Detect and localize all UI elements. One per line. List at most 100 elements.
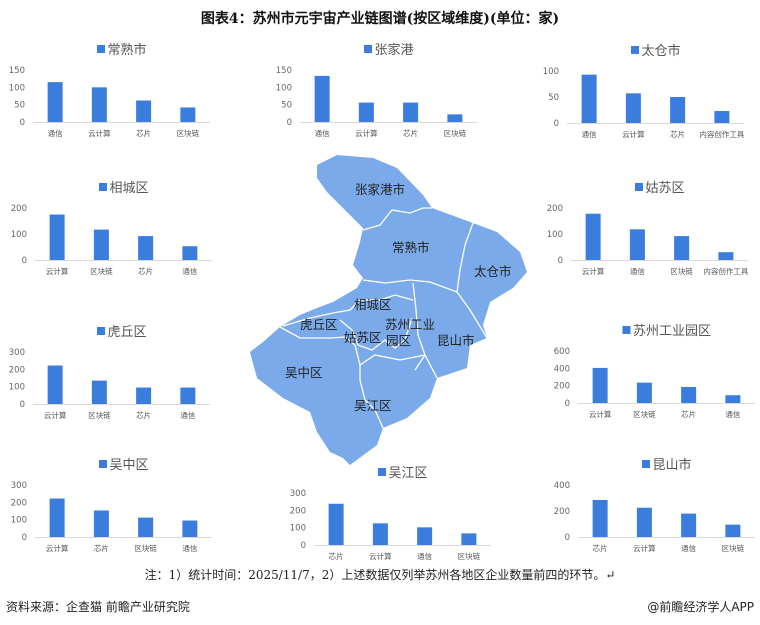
y-tick-label: 150	[9, 66, 25, 76]
legend-swatch	[98, 460, 107, 468]
map-outline	[250, 155, 527, 465]
chart-legend-title: 常熟市	[96, 39, 147, 58]
y-tick-label: 200	[554, 507, 570, 517]
x-tick-label: 区块链	[458, 551, 481, 561]
bar-通信	[725, 395, 741, 403]
bar-云计算	[358, 102, 374, 122]
y-tick-label: 0	[20, 118, 25, 128]
x-tick-label: 云计算	[369, 551, 392, 561]
bar-通信	[314, 75, 330, 122]
y-tick-label: 0	[22, 256, 27, 266]
bar-芯片	[136, 100, 152, 122]
chart-legend-title: 张家港	[363, 39, 414, 58]
x-tick-label: 通信	[182, 543, 197, 553]
x-tick-label: 通信	[182, 266, 197, 276]
x-tick-label: 芯片	[593, 543, 608, 553]
x-tick-label: 云计算	[622, 129, 645, 139]
bar-区块链	[725, 524, 741, 537]
map-label-wuzhong: 吴中区	[285, 365, 323, 380]
y-tick-label: 100	[11, 230, 27, 240]
map-label-xiangcheng: 相城区	[354, 297, 392, 312]
y-tick-label: 100	[11, 516, 27, 526]
map-label-changshu: 常熟市	[392, 240, 430, 255]
x-tick-label: 区块链	[90, 266, 113, 276]
legend-swatch	[98, 183, 107, 191]
bar-芯片	[138, 236, 154, 260]
y-tick-label: 300	[11, 481, 27, 491]
x-tick-label: 云计算	[633, 543, 656, 553]
y-tick-label: 100	[276, 83, 292, 93]
bar-云计算	[372, 523, 388, 545]
x-tick-label: 芯片	[403, 128, 418, 138]
y-tick-label: 100	[290, 524, 306, 534]
bar-云计算	[91, 87, 107, 122]
bar-云计算	[47, 365, 63, 404]
chart-title: 常熟市	[107, 43, 147, 58]
map-label-zhangjiagang: 张家港市	[355, 182, 405, 197]
x-tick-label: 芯片	[138, 266, 153, 276]
chart-title: 吴江区	[388, 466, 428, 481]
y-tick-label: 50	[14, 101, 25, 111]
chart-title: 太仓市	[641, 44, 681, 59]
y-tick-label: 200	[11, 204, 27, 214]
y-tick-label: 200	[547, 204, 563, 214]
chart-legend-title: 苏州工业园区	[621, 320, 711, 339]
x-tick-label: 芯片	[329, 551, 344, 561]
bar-通信	[182, 246, 198, 260]
chart-legend-title: 太仓市	[630, 40, 681, 59]
chart-title: 张家港	[374, 43, 414, 58]
source-text: 资料来源：企查猫 前瞻产业研究院	[6, 600, 190, 614]
bar-云计算	[585, 213, 601, 260]
legend-swatch	[377, 468, 386, 476]
bar-chart: 姑苏区 0 100 200 云计算 通信 区块链 内容创作工具	[538, 175, 753, 283]
chart-title: 虎丘区	[107, 325, 147, 340]
y-tick-label: 300	[9, 348, 25, 358]
x-tick-label: 通信	[180, 410, 195, 420]
legend-swatch	[621, 326, 630, 334]
bar-芯片	[403, 102, 419, 122]
bar-区块链	[636, 382, 652, 403]
footnote: 注：1）统计时间：2025/11/7，2）上述数据仅列举苏州各地区企业数量前四的…	[144, 568, 616, 582]
legend-swatch	[96, 327, 105, 335]
bar-区块链	[461, 533, 477, 545]
y-tick-label: 0	[301, 541, 306, 551]
x-tick-label: 云计算	[46, 266, 69, 276]
x-tick-label: 内容创作工具	[699, 129, 744, 139]
y-tick-label: 0	[20, 400, 25, 410]
x-tick-label: 区块链	[177, 128, 200, 138]
x-tick-label: 通信	[315, 128, 330, 138]
chart-legend-title: 虎丘区	[96, 321, 147, 340]
bar-通信	[47, 82, 63, 122]
bar-chart: 常熟市 0 50 100 150 通信 云计算 芯片 区块链	[0, 37, 215, 145]
chart-legend-title: 姑苏区	[634, 177, 685, 196]
x-tick-label: 芯片	[670, 129, 685, 139]
map-label-huqiu: 虎丘区	[300, 317, 338, 332]
bar-chart: 张家港 0 50 100 150 通信 云计算 芯片 区块链	[267, 37, 482, 145]
bar-芯片	[681, 386, 697, 403]
y-tick-label: 200	[11, 498, 27, 508]
district-borders	[279, 207, 488, 429]
x-tick-label: 区块链	[633, 409, 656, 419]
x-tick-label: 区块链	[88, 410, 111, 420]
x-tick-label: 通信	[681, 543, 696, 553]
bar-chart: 相城区 0 100 200 云计算 区块链 芯片 通信	[2, 175, 217, 283]
bar-chart: 昆山市 0 200 400 芯片 云计算 通信 区块链	[545, 452, 760, 560]
legend-swatch	[630, 46, 639, 54]
bar-内容创作工具	[714, 111, 730, 123]
y-tick-label: 400	[554, 364, 570, 374]
x-tick-label: 芯片	[681, 409, 696, 419]
chart-legend-title: 吴中区	[98, 454, 149, 473]
x-tick-label: 芯片	[94, 543, 109, 553]
bar-区块链	[138, 517, 154, 537]
y-tick-label: 0	[554, 119, 559, 129]
x-tick-label: 内容创作工具	[703, 266, 748, 276]
map-label-sip-1: 苏州工业	[385, 317, 435, 332]
y-tick-label: 400	[554, 481, 570, 491]
map-label-taicang: 太仓市	[474, 264, 512, 279]
map-label-gusu: 姑苏区	[344, 330, 382, 345]
brand-text: @前瞻经济学人APP	[647, 600, 754, 614]
bar-区块链	[93, 229, 109, 260]
x-tick-label: 芯片	[136, 410, 151, 420]
y-tick-label: 0	[565, 533, 570, 543]
